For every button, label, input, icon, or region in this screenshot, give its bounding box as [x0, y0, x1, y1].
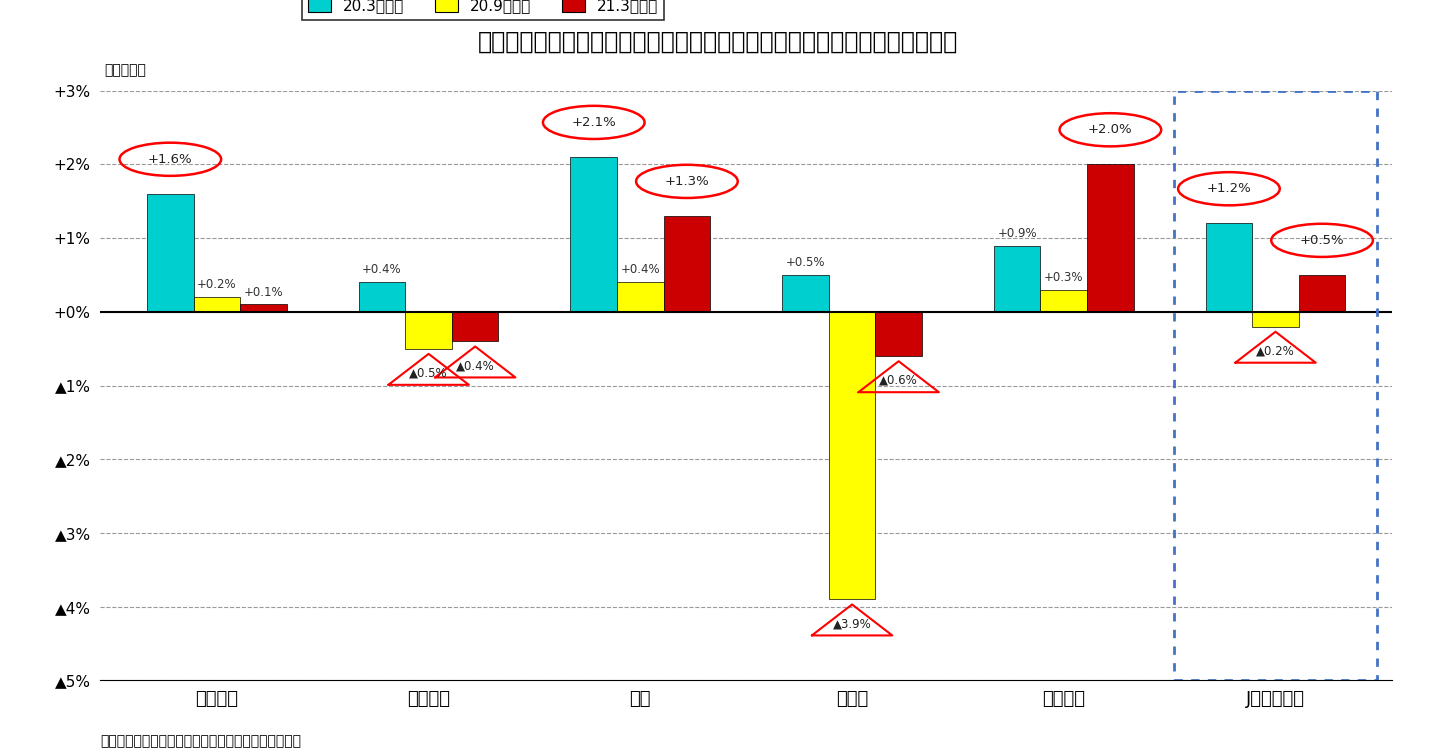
- Bar: [452, 312, 498, 342]
- Text: +0.3%: +0.3%: [1045, 271, 1083, 284]
- Bar: [194, 297, 240, 312]
- Legend: 20.3月時点, 20.9月時点, 21.3月時点: 20.3月時点, 20.9月時点, 21.3月時点: [301, 0, 664, 20]
- Text: ▲0.2%: ▲0.2%: [1256, 345, 1294, 358]
- Bar: [571, 157, 617, 312]
- Text: ▲3.9%: ▲3.9%: [832, 617, 871, 631]
- Text: +0.4%: +0.4%: [620, 264, 660, 277]
- Text: +1.3%: +1.3%: [664, 175, 709, 188]
- Bar: [875, 312, 921, 356]
- Bar: [146, 194, 194, 312]
- Text: +0.2%: +0.2%: [197, 278, 237, 291]
- Bar: [1253, 312, 1299, 327]
- Text: +2.1%: +2.1%: [571, 116, 616, 129]
- Text: +0.4%: +0.4%: [362, 264, 402, 277]
- Bar: [1040, 290, 1088, 312]
- Text: +0.9%: +0.9%: [997, 227, 1038, 240]
- Text: +0.1%: +0.1%: [244, 286, 283, 299]
- Bar: [782, 275, 829, 312]
- Text: ▲0.5%: ▲0.5%: [409, 367, 448, 380]
- Text: （前期比）: （前期比）: [105, 64, 146, 77]
- Text: +2.0%: +2.0%: [1088, 123, 1132, 136]
- Text: 図表２：Ｊリート保有物件の６カ月毎の価格変動率（セクター別、前期比）: 図表２：Ｊリート保有物件の６カ月毎の価格変動率（セクター別、前期比）: [478, 30, 957, 54]
- Bar: [994, 246, 1040, 312]
- Bar: [617, 283, 663, 312]
- Bar: [1205, 224, 1253, 312]
- Text: +0.5%: +0.5%: [1300, 234, 1345, 247]
- Bar: [829, 312, 875, 600]
- Bar: [359, 283, 405, 312]
- Text: +1.6%: +1.6%: [148, 153, 192, 166]
- Bar: [663, 216, 710, 312]
- Bar: [240, 305, 287, 312]
- Text: +1.2%: +1.2%: [1207, 182, 1251, 195]
- Bar: [1088, 165, 1134, 312]
- Text: ▲0.6%: ▲0.6%: [880, 374, 918, 387]
- Text: +0.5%: +0.5%: [786, 256, 825, 269]
- Bar: [1299, 275, 1346, 312]
- Bar: [405, 312, 452, 349]
- Text: ▲0.4%: ▲0.4%: [456, 359, 495, 372]
- Text: （出所）開示資料をもとにニッセイ基礎研究所が作成: （出所）開示資料をもとにニッセイ基礎研究所が作成: [100, 734, 301, 748]
